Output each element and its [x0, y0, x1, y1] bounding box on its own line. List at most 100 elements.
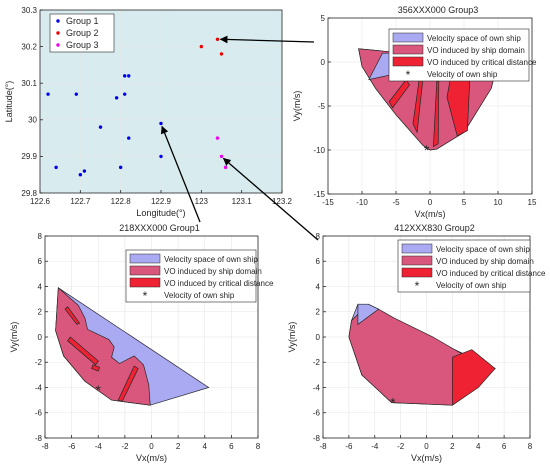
vo-group1-title: 218XXX000 Group1 [119, 223, 200, 233]
vo-group1-legend-item: VO induced by ship domain [164, 267, 262, 276]
map-point-group-1 [74, 92, 79, 96]
vo-group2-xtick-label: -2 [397, 442, 405, 451]
vo-group1-vo-critical [64, 306, 81, 325]
map-point-group-1 [123, 92, 127, 96]
vo-group3-xlabel: Vx(m/s) [415, 209, 446, 219]
vo-group3-xtick-label: 10 [494, 198, 503, 207]
vo-group1-xtick-label: 6 [229, 442, 234, 451]
vo-group3-vo-critical [388, 78, 411, 109]
map-point-group-1 [54, 165, 58, 170]
vo-group2-ytick-label: 0 [316, 333, 321, 342]
vo-group1-ytick-label: 8 [38, 232, 43, 241]
vo-group1-ylabel: Vy(m/s) [9, 322, 19, 353]
vo-group2-legend-star: * [415, 279, 420, 293]
vo-group3-ytick-label: 0 [321, 58, 326, 67]
vo-group1-legend-item: VO induced by critical distance [164, 279, 274, 288]
vo-group2-frame: -8 -6 -4 -2 0 2 4 6 8 -8 -6 -4 -2 0 2 4 6 8 Vx(m/s) Vy(m/s)… [287, 223, 533, 463]
vo-group3-legend-swatch [392, 44, 424, 55]
vo-group1-xtick-label: 4 [203, 442, 208, 451]
map-point-group-1 [123, 74, 127, 78]
map-legend-item: Group 1 [66, 16, 99, 26]
vo-group2-ytick-label: 2 [316, 308, 321, 317]
vo-group2-legend-swatch [401, 267, 433, 278]
vo-group3-own-ship-velocity: * [424, 142, 430, 158]
map-point-group-1 [118, 165, 123, 170]
map-xtick-label: 123.2 [272, 197, 293, 206]
vo-group2-ytick-label: 6 [316, 257, 321, 266]
vo-group3-ytick-label: -15 [313, 190, 325, 199]
map-xlabel: Longitude(°) [136, 208, 185, 218]
map-xtick-label: 122.7 [70, 197, 91, 206]
map-ytick-label: 29.8 [21, 189, 37, 198]
vo-group2-title: 412XXX830 Group2 [394, 223, 475, 233]
vo-group1-xlabel: Vx(m/s) [136, 453, 167, 463]
map-point-group-1 [46, 92, 50, 96]
vo-group1-legend-swatch [129, 265, 161, 276]
map-point-group-1 [127, 74, 131, 78]
map-point-group-1 [127, 136, 131, 140]
vo-group1-xtick-label: -8 [41, 442, 49, 451]
vo-group3-vo-critical [433, 81, 440, 148]
vo-group3-ylabel: Vy(m/s) [292, 91, 302, 122]
vo-group2-ytick-label: 8 [316, 232, 321, 241]
map-frame: 122.6 122.7 122.8 122.9 123 123.1 123.2 29.8 29.… [4, 6, 293, 218]
map-legend-marker [56, 31, 60, 35]
vo-group1-regions: * [55, 287, 210, 406]
vo-group2-ytick-label: -6 [313, 409, 321, 418]
vo-group2-xtick-label: 6 [502, 442, 507, 451]
vo-group1-ytick-label: 2 [38, 308, 43, 317]
map-legend-item: Group 2 [66, 28, 99, 38]
vo-group1-legend-star: * [143, 289, 148, 303]
vo-group1-xtick-label: 0 [149, 442, 154, 451]
vo-group3-xtick-label: -15 [322, 198, 334, 207]
vo-group3-legend-swatch [392, 32, 424, 43]
map-xtick-label: 122.9 [151, 197, 172, 206]
map-xtick-label: 123.1 [232, 197, 253, 206]
map-point-group-3 [215, 136, 220, 140]
vo-group3-legend-item: Velocity of own ship [427, 70, 498, 79]
vo-group2-legend: Velocity space of own ship VO induced by … [397, 239, 546, 293]
vo-group1-legend-item: Velocity space of own ship [164, 255, 258, 264]
vo-group2-xtick-label: 4 [476, 442, 481, 451]
vo-group1-vo-domain [55, 287, 151, 406]
vo-group2-xtick-label: 2 [450, 442, 455, 451]
map-point-group-2 [199, 44, 204, 49]
vo-group1-ytick-label: 0 [38, 333, 43, 342]
vo-group1-xtick-label: 8 [256, 442, 261, 451]
vo-group3-xtick-label: 0 [428, 198, 433, 207]
arrow-group3-to-map [219, 35, 315, 44]
vo-group2-legend-item: Velocity of own ship [436, 281, 507, 290]
vo-group1-ytick-label: 6 [38, 257, 43, 266]
map-legend: Group 1 Group 2 Group 3 [49, 13, 115, 53]
vo-group1-xtick-label: -4 [95, 442, 103, 451]
vo-group3-ytick-label: 5 [321, 14, 326, 23]
vo-group2-regions: * [348, 303, 496, 411]
vo-group1-vo-critical [117, 365, 139, 402]
map-xtick-label: 123 [195, 197, 209, 206]
vo-group2-ylabel: Vy(m/s) [287, 322, 297, 353]
vo-group2-xtick-label: 0 [424, 442, 429, 451]
vo-group1-legend-item: Velocity of own ship [164, 291, 235, 300]
vo-group2-legend-item: VO induced by ship domain [436, 257, 534, 266]
map-point-group-3 [223, 165, 228, 170]
vo-group3-legend-swatch [392, 56, 424, 67]
vo-group2-ytick-label: -2 [313, 358, 321, 367]
vo-group1-frame: -8 -6 -4 -2 0 2 4 6 8 -8 -6 -4 -2 0 2 4 6 8 Vx(m/s) Vy(m/s)… [9, 223, 261, 463]
vo-group3-ytick-label: -5 [318, 102, 326, 111]
map-point-group-1 [82, 169, 87, 173]
vo-group1-ytick-label: -4 [35, 383, 43, 392]
map-ytick-label: 30 [28, 116, 37, 125]
vo-group2-xtick-label: -8 [319, 442, 327, 451]
vo-group2-xlabel: Vx(m/s) [411, 453, 442, 463]
vo-group2-xtick-label: -6 [345, 442, 353, 451]
map-point-group-2 [215, 37, 220, 41]
vo-group1-ytick-label: -6 [35, 409, 43, 418]
map-xtick-label: 122.6 [30, 197, 51, 206]
vo-group3-legend-item: VO induced by critical distance [427, 58, 537, 67]
vo-group2-xtick-label: 8 [528, 442, 533, 451]
vo-group2-ytick-label: -4 [313, 383, 321, 392]
vo-group3-legend-item: VO induced by ship domain [427, 46, 525, 55]
vo-group3-legend-item: Velocity space of own ship [427, 34, 521, 43]
map-xtick-label: 122.8 [111, 197, 132, 206]
vo-group2-legend-swatch [401, 255, 433, 266]
